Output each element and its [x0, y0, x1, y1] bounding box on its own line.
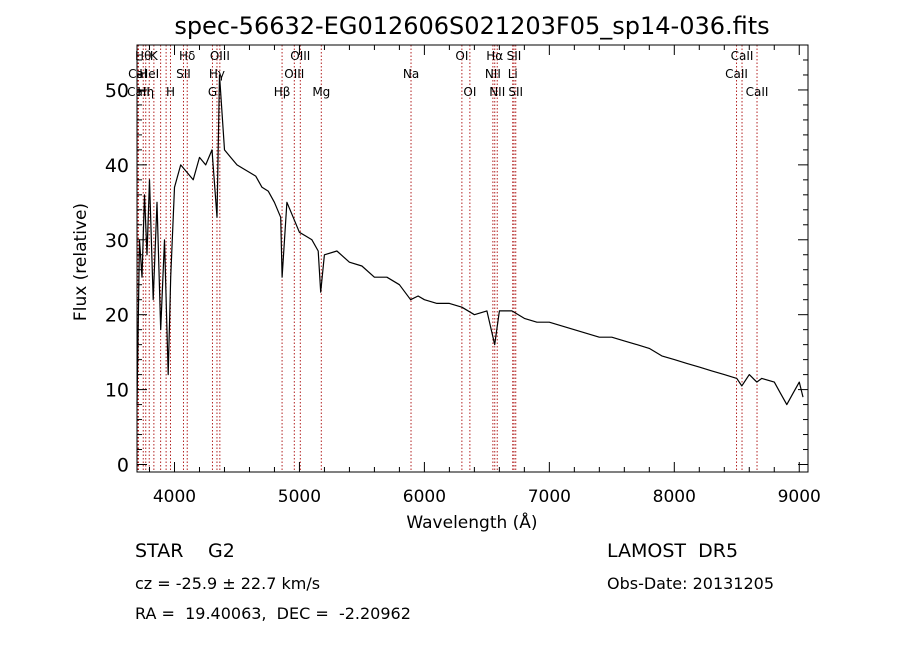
line-label: SII [176, 67, 191, 81]
line-label: OIII [284, 67, 304, 81]
y-axis-label: Flux (relative) [71, 203, 91, 321]
line-label: Mg [312, 85, 330, 99]
x-axis: 4000 5000 6000 7000 8000 9000 [148, 45, 821, 507]
x-tick-label: 5000 [278, 487, 321, 507]
line-label: CaII [725, 67, 748, 81]
line-label: G [208, 85, 217, 99]
line-label: OIII [290, 49, 310, 63]
x-tick-label: 9000 [778, 487, 821, 507]
object-subclass: G2 [208, 540, 235, 562]
redshift-velocity: cz = -25.9 ± 22.7 km/s [135, 574, 321, 593]
line-label: CaII [731, 49, 754, 63]
line-label: OI [455, 49, 468, 63]
object-class: STAR [135, 540, 184, 562]
line-label: CaII [127, 85, 150, 99]
line-label: Hα [486, 49, 503, 63]
line-label: OIII [210, 49, 230, 63]
x-tick-label: 8000 [653, 487, 696, 507]
line-label: OI [463, 85, 476, 99]
plot-frame [136, 44, 809, 473]
x-tick-label: 6000 [403, 487, 446, 507]
spectral-line-labels: CalCaIIHθHηHeIKHSIIHδGHγOIIIHβOIIIOIIIMg… [127, 49, 768, 99]
line-label: Hδ [179, 49, 195, 63]
line-label: Hβ [274, 85, 291, 99]
line-label: Cal [128, 67, 147, 81]
observation-date: Obs-Date: 20131205 [607, 574, 775, 593]
line-label: Hγ [209, 67, 225, 81]
line-label: HeI [139, 67, 159, 81]
chart-title: spec-56632-EG012606S021203F05_sp14-036.f… [174, 12, 769, 40]
y-axis: 0 10 20 30 40 50 [105, 59, 808, 477]
survey-name: LAMOST DR5 [607, 540, 739, 562]
y-tick-label: 40 [105, 155, 129, 177]
line-label: CaII [746, 85, 769, 99]
line-label: SII [508, 85, 523, 99]
x-axis-label: Wavelength (Å) [406, 511, 537, 533]
line-label: K [150, 49, 159, 63]
line-label: Na [403, 67, 419, 81]
line-label: H [166, 85, 175, 99]
x-tick-label: 7000 [528, 487, 571, 507]
x-tick-label: 4000 [153, 487, 196, 507]
line-label: SII [507, 49, 522, 63]
y-tick-label: 50 [105, 80, 129, 102]
spectrum-line [136, 74, 804, 406]
y-tick-label: 0 [117, 455, 129, 477]
spectral-line-markers [137, 45, 758, 472]
line-label: NII [485, 67, 501, 81]
y-tick-label: 30 [105, 230, 129, 252]
y-tick-label: 10 [105, 380, 129, 402]
coordinates: RA = 19.40063, DEC = -2.20962 [135, 604, 411, 623]
line-label: Hη [137, 85, 154, 99]
line-label: NII [489, 85, 505, 99]
line-label: Li [508, 67, 518, 81]
spectrum-chart: spec-56632-EG012606S021203F05_sp14-036.f… [71, 12, 821, 533]
y-tick-label: 20 [105, 305, 129, 327]
